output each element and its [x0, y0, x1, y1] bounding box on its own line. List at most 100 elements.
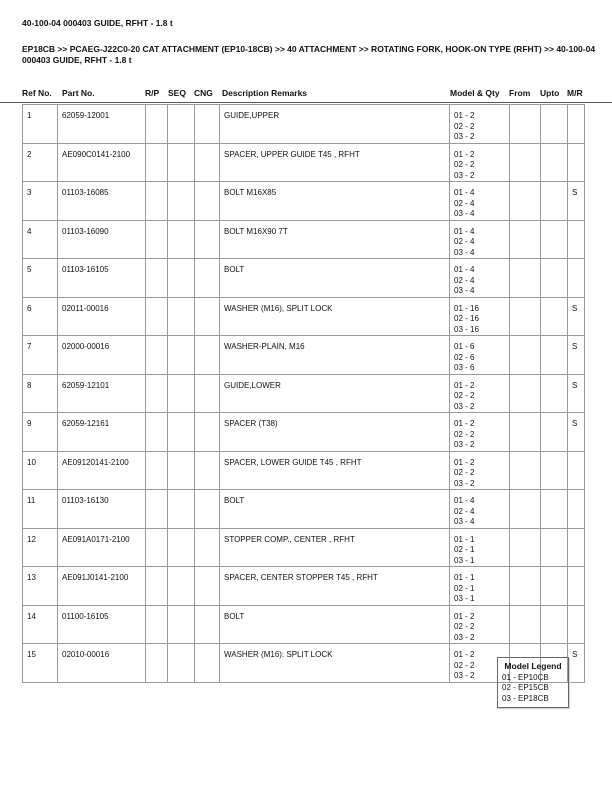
- table-row: 2 AE090C0141-2100 SPACER, UPPER GUIDE T45 …: [22, 142, 585, 182]
- rp-cell: [145, 373, 168, 413]
- cng-cell: [194, 373, 220, 413]
- from-cell: [509, 604, 541, 644]
- seq-cell: [167, 142, 195, 182]
- cng-cell: [194, 604, 220, 644]
- mr-cell: [567, 219, 585, 259]
- model-qty-cell: 01 - 6 02 - 6 03 - 6: [449, 335, 510, 375]
- part-number-cell: AE091A0171-2100: [57, 527, 146, 567]
- upto-cell: [540, 412, 568, 452]
- upto-cell: [540, 142, 568, 182]
- upto-cell: [540, 219, 568, 259]
- upto-cell: [540, 181, 568, 221]
- cng-cell: [194, 643, 220, 683]
- from-cell: [509, 104, 541, 144]
- model-qty-cell: 01 - 2 02 - 2 03 - 2: [449, 412, 510, 452]
- from-cell: [509, 258, 541, 298]
- rp-cell: [145, 527, 168, 567]
- cng-cell: [194, 527, 220, 567]
- header-upto: Upto: [540, 88, 560, 98]
- upto-cell: [540, 643, 568, 683]
- table-row: 6 02011-00016 WASHER (M16), SPLIT LOCK 01 -…: [22, 296, 585, 336]
- part-number-cell: 01103-16090: [57, 219, 146, 259]
- description-cell: BOLT: [219, 489, 450, 529]
- rp-cell: [145, 181, 168, 221]
- description-cell: GUIDE,LOWER: [219, 373, 450, 413]
- table-row: 8 62059-12101 GUIDE,LOWER 01 - 2 02 - 2 03 - …: [22, 373, 585, 413]
- model-qty-line: 02 - 2: [454, 391, 475, 400]
- cng-cell: [194, 219, 220, 259]
- rp-cell: [145, 566, 168, 606]
- cng-cell: [194, 335, 220, 375]
- cng-cell: [194, 258, 220, 298]
- seq-cell: [167, 181, 195, 221]
- cng-cell: [194, 181, 220, 221]
- mr-cell: [567, 489, 585, 529]
- description-cell: STOPPER COMP., CENTER , RFHT: [219, 527, 450, 567]
- table-row: 3 01103-16085 BOLT M16X85 01 - 4 02 - 4 03 - …: [22, 181, 585, 221]
- description-cell: WASHER (M16), SPLIT LOCK: [219, 296, 450, 336]
- upto-cell: [540, 373, 568, 413]
- from-cell: [509, 527, 541, 567]
- legend-title: Model Legend: [504, 661, 562, 671]
- cng-cell: [194, 296, 220, 336]
- seq-cell: [167, 643, 195, 683]
- description-cell: BOLT: [219, 604, 450, 644]
- model-qty-line: 01 - 4: [454, 226, 475, 236]
- description-cell: BOLT M16X85: [219, 181, 450, 221]
- model-qty-line: 01 - 1: [454, 573, 475, 582]
- model-qty-line: 01 - 2: [454, 111, 475, 120]
- model-qty-line: 01 - 4: [454, 496, 475, 505]
- model-qty-line: 01 - 2: [454, 611, 475, 621]
- model-qty-line: 02 - 2: [454, 429, 475, 439]
- model-qty-line: 03 - 2: [454, 170, 475, 180]
- header-part: Part No.: [62, 88, 95, 98]
- upto-cell: [540, 104, 568, 144]
- breadcrumb: EP18CB >> PCAEG-J22C0-20 CAT ATTACHMENT …: [22, 44, 596, 65]
- table-row: 11 01103-16130 BOLT 01 - 4 02 - 4 03 - 4: [22, 489, 585, 529]
- from-cell: [509, 643, 541, 683]
- header-ref: Ref No.: [22, 88, 52, 98]
- upto-cell: [540, 527, 568, 567]
- header-mr: M/R: [567, 88, 583, 98]
- part-number-cell: 02011-00016: [57, 296, 146, 336]
- legend-item: 02 - EP15CB: [502, 683, 549, 692]
- model-qty-line: 01 - 2: [454, 650, 475, 659]
- header-desc: Description Remarks: [222, 88, 308, 98]
- table-row: 7 02000-00016 WASHER-PLAIN, M16 01 - 6 02 - …: [22, 335, 585, 375]
- ref-cell: 6: [22, 296, 58, 336]
- mr-cell: [567, 604, 585, 644]
- table-row: 4 01103-16090 BOLT M16X90 7T 01 - 4 02 - 4 03…: [22, 219, 585, 259]
- from-cell: [509, 373, 541, 413]
- part-number-cell: 01103-16105: [57, 258, 146, 298]
- cng-cell: [194, 566, 220, 606]
- description-cell: WASHER-PLAIN, M16: [219, 335, 450, 375]
- part-number-cell: AE091J0141-2100: [57, 566, 146, 606]
- part-number-cell: 02010-00016: [57, 643, 146, 683]
- description-cell: BOLT M16X90 7T: [219, 219, 450, 259]
- cng-cell: [194, 450, 220, 490]
- mr-cell: S: [567, 412, 585, 452]
- model-qty-line: 01 - 2: [454, 380, 475, 390]
- header-seq: SEQ: [168, 88, 186, 98]
- description-cell: SPACER, CENTER STOPPER T45 , RFHT: [219, 566, 450, 606]
- legend-item: 01 - EP10CB: [502, 672, 549, 682]
- model-qty-line: 02 - 2: [454, 468, 475, 477]
- model-qty-cell: 01 - 1 02 - 1 03 - 1: [449, 527, 510, 567]
- part-number-cell: 02000-00016: [57, 335, 146, 375]
- model-qty-line: 01 - 1: [454, 534, 475, 544]
- model-qty-line: 01 - 2: [454, 419, 475, 428]
- model-qty-line: 03 - 2: [454, 132, 475, 141]
- model-legend: Model Legend 01 - EP10CB 02 - EP15CB 03 …: [497, 657, 569, 708]
- model-qty-line: 01 - 2: [454, 457, 475, 467]
- model-qty-line: 02 - 6: [454, 352, 475, 362]
- part-number-cell: 01100-16105: [57, 604, 146, 644]
- part-number-cell: AE090C0141-2100: [57, 142, 146, 182]
- seq-cell: [167, 373, 195, 413]
- cng-cell: [194, 489, 220, 529]
- mr-cell: [567, 566, 585, 606]
- part-number-cell: 62059-12161: [57, 412, 146, 452]
- seq-cell: [167, 219, 195, 259]
- upto-cell: [540, 450, 568, 490]
- seq-cell: [167, 566, 195, 606]
